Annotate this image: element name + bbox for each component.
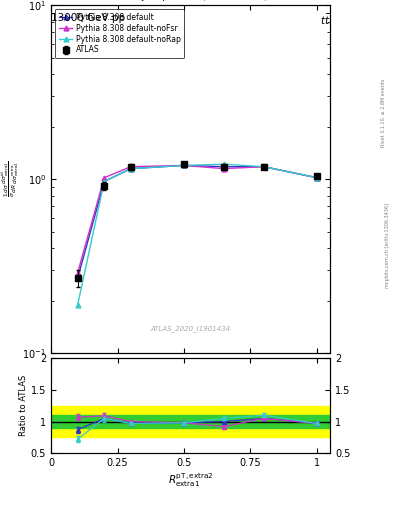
Bar	[51, 406, 330, 437]
Pythia 8.308 default-noRap	[129, 165, 133, 172]
Text: 13000 GeV pp: 13000 GeV pp	[51, 13, 125, 23]
Text: Rivet 3.1.10, ≥ 2.8M events: Rivet 3.1.10, ≥ 2.8M events	[381, 78, 386, 147]
Pythia 8.308 default	[102, 178, 107, 184]
Y-axis label: Ratio to ATLAS: Ratio to ATLAS	[19, 375, 28, 436]
Title: Extra jets $p_{\rm T}$ ratio (ATLAS $t\bar{t}$bar): Extra jets $p_{\rm T}$ ratio (ATLAS $t\b…	[113, 0, 268, 4]
Pythia 8.308 default	[314, 175, 319, 181]
Text: mcplots.cern.ch [arXiv:1306.3436]: mcplots.cern.ch [arXiv:1306.3436]	[385, 203, 389, 288]
Pythia 8.308 default-noFsr	[314, 175, 319, 181]
Line: Pythia 8.308 default-noRap: Pythia 8.308 default-noRap	[75, 162, 319, 307]
Pythia 8.308 default-noRap	[314, 175, 319, 181]
Pythia 8.308 default-noFsr	[222, 165, 226, 172]
Pythia 8.308 default	[129, 165, 133, 172]
Line: Pythia 8.308 default-noFsr: Pythia 8.308 default-noFsr	[75, 163, 319, 275]
Bar	[51, 415, 330, 428]
Pythia 8.308 default	[261, 164, 266, 170]
Legend: Pythia 8.308 default, Pythia 8.308 default-noFsr, Pythia 8.308 default-noRap, AT: Pythia 8.308 default, Pythia 8.308 defau…	[55, 9, 184, 58]
X-axis label: $R^{\rm pT,extra2}_{\rm extra1}$: $R^{\rm pT,extra2}_{\rm extra1}$	[168, 471, 213, 488]
Pythia 8.308 default-noRap	[182, 162, 186, 168]
Pythia 8.308 default-noFsr	[261, 164, 266, 170]
Pythia 8.308 default-noRap	[261, 164, 266, 170]
Pythia 8.308 default-noFsr	[182, 162, 186, 168]
Pythia 8.308 default	[222, 164, 226, 170]
Line: Pythia 8.308 default: Pythia 8.308 default	[75, 163, 319, 281]
Pythia 8.308 default-noRap	[75, 302, 80, 308]
Pythia 8.308 default	[182, 162, 186, 168]
Pythia 8.308 default-noFsr	[102, 175, 107, 181]
Text: $t\bar{t}$: $t\bar{t}$	[320, 13, 330, 27]
Pythia 8.308 default-noRap	[102, 178, 107, 184]
Y-axis label: $\frac{1}{\sigma}\frac{d\sigma}{dR}\frac{d\sigma_{\rm extra1}^{\rm id}}{d\sigma_: $\frac{1}{\sigma}\frac{d\sigma}{dR}\frac…	[0, 161, 21, 198]
Text: ATLAS_2020_I1901434: ATLAS_2020_I1901434	[151, 326, 231, 332]
Pythia 8.308 default-noFsr	[129, 164, 133, 170]
Pythia 8.308 default-noRap	[222, 161, 226, 167]
Pythia 8.308 default-noFsr	[75, 270, 80, 276]
Pythia 8.308 default	[75, 275, 80, 281]
